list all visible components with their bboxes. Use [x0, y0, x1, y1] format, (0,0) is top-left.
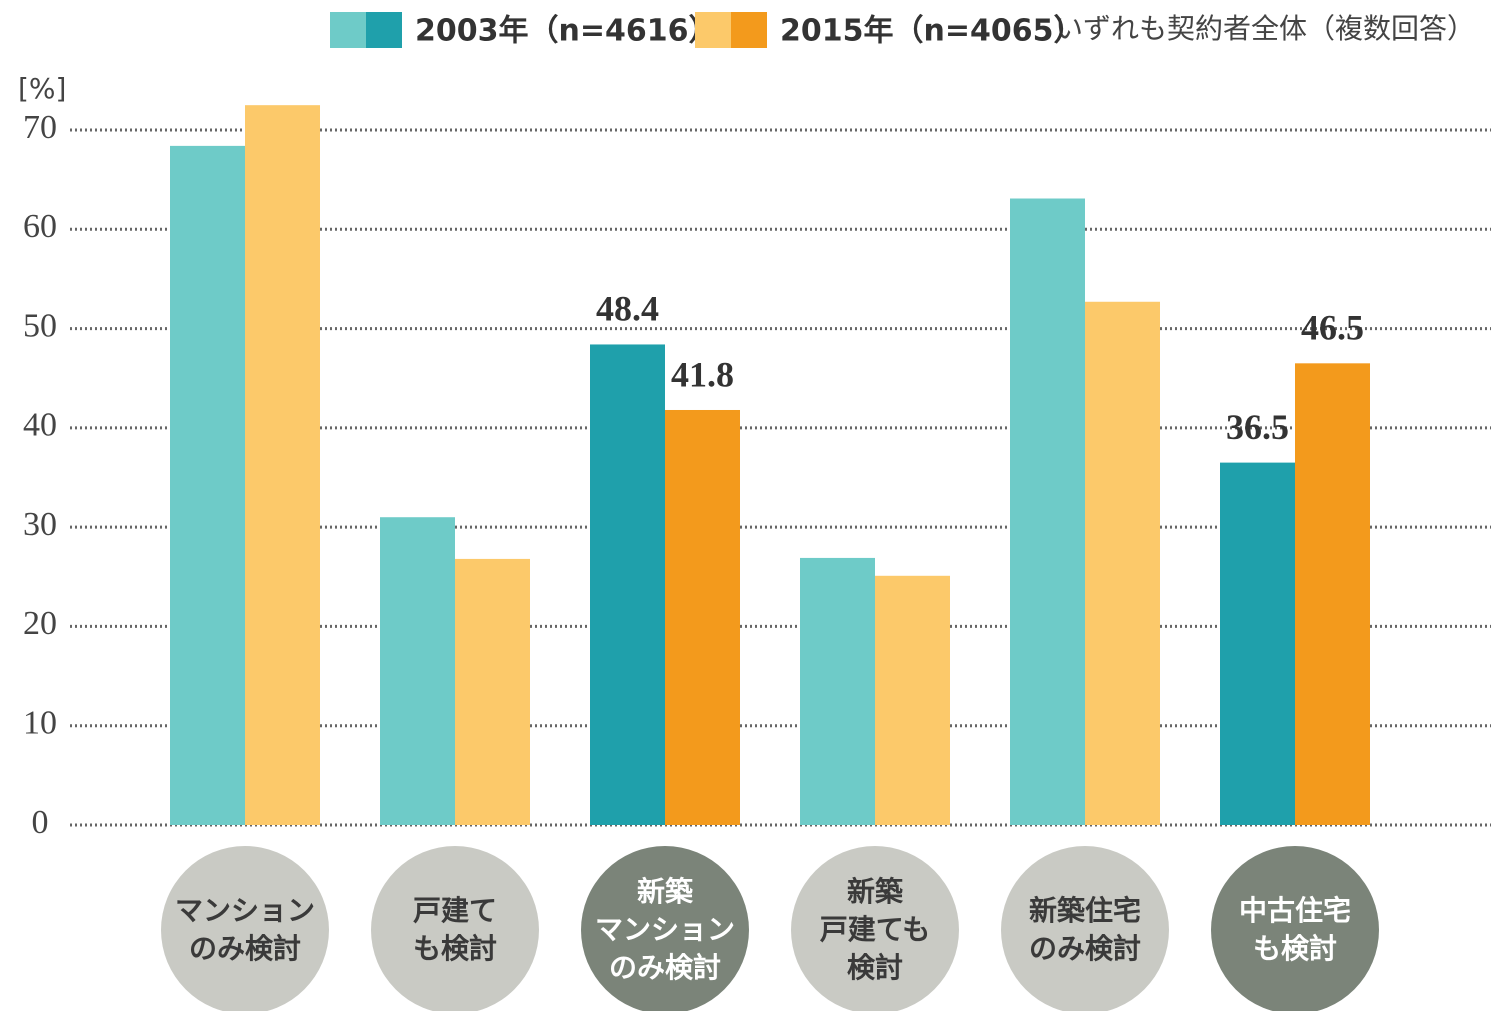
value-label: 41.8: [671, 354, 734, 394]
bar: [170, 145, 245, 825]
bar: [1220, 462, 1295, 825]
category-badge: [1211, 846, 1379, 1011]
y-tick-label: 70: [23, 109, 57, 146]
bar: [1295, 363, 1370, 825]
legend-swatch: [731, 12, 767, 48]
category-badge: [371, 846, 539, 1011]
y-tick-label: 30: [23, 506, 57, 543]
x-tick-label: 新築 戸建ても 検討: [819, 875, 931, 984]
annotation: いずれも契約者全体（複数回答）: [1055, 12, 1475, 45]
bar: [455, 558, 530, 825]
bar: [245, 105, 320, 825]
value-label: 36.5: [1226, 407, 1289, 447]
legend-label: 2003年（n=4616）: [415, 14, 719, 49]
x-tick-label: 新築住宅 のみ検討: [1028, 894, 1141, 965]
x-tick-label: 中古住宅 も検討: [1238, 894, 1351, 965]
legend-swatch: [330, 12, 366, 48]
category-badge: [581, 846, 749, 1011]
bar: [380, 517, 455, 825]
bar: [1010, 198, 1085, 825]
y-tick-label: 50: [23, 307, 57, 344]
bar: [800, 557, 875, 825]
y-tick-label: 40: [23, 407, 57, 444]
category-badge: [791, 846, 959, 1011]
y-tick-label: 20: [23, 605, 57, 642]
y-tick-label: 0: [32, 804, 49, 841]
bar: [875, 575, 950, 825]
y-tick-label: 60: [23, 208, 57, 245]
x-tick-label: 戸建て も検討: [412, 894, 497, 965]
category-badge: [161, 846, 329, 1011]
legend-swatch: [695, 12, 731, 48]
bar: [1085, 301, 1160, 825]
x-tick-label: マンション のみ検討: [174, 894, 315, 965]
legend-label: 2015年（n=4065）: [780, 14, 1084, 49]
bar: [590, 344, 665, 825]
category-badge: [1001, 846, 1169, 1011]
y-axis-label: [%]: [18, 72, 66, 105]
bar: [665, 409, 740, 825]
x-tick-label: 新築 マンション のみ検討: [594, 875, 735, 984]
y-tick-label: 10: [23, 705, 57, 742]
value-label: 48.4: [596, 289, 659, 329]
value-label: 46.5: [1301, 308, 1364, 348]
legend-swatch: [366, 12, 402, 48]
